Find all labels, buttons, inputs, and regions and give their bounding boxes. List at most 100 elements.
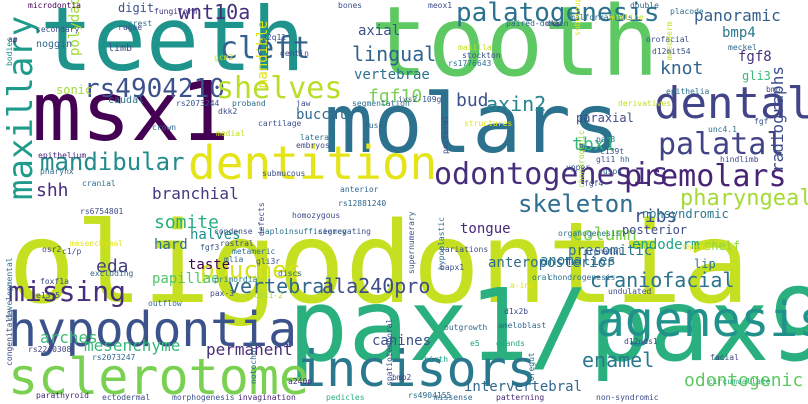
- word-pharynx: pharynx: [40, 167, 74, 176]
- word-osr2: osr2: [42, 245, 62, 254]
- word-dkk: dkk: [546, 19, 561, 28]
- word-column: column: [572, 224, 638, 245]
- word-cusps: cusps: [598, 167, 623, 176]
- word-knot: knot: [660, 58, 704, 79]
- word-orofacial: orofacial: [646, 35, 690, 44]
- word-lateral: lateral: [300, 133, 334, 142]
- word-c139t: c139t: [600, 147, 625, 156]
- word-ribs: ribs: [634, 206, 678, 227]
- word-gli1: gli1: [596, 155, 616, 164]
- word-rs12881240: rs12881240: [338, 199, 387, 208]
- word-palatal: palatal: [658, 127, 785, 162]
- word-dental: dental: [654, 78, 808, 129]
- word-bmp2: bmp2: [392, 373, 412, 382]
- word-enamel: enamel: [582, 348, 655, 372]
- word-pax1-pax9: pax1/pax9: [288, 267, 808, 384]
- word-congenitally: congenitally: [5, 308, 14, 366]
- word-submucous: submucous: [262, 169, 306, 178]
- word-halves: halves: [190, 227, 241, 243]
- word-paraxial: paraxial: [576, 111, 634, 125]
- word-agenesis: agenesis: [596, 292, 808, 348]
- word-shelf: shelf: [704, 239, 741, 253]
- word-crown: crown: [152, 123, 177, 132]
- word-upper: upper: [566, 163, 591, 172]
- word-d12mit54: d12mit54: [652, 47, 691, 56]
- word-sclerotome: sclerotome: [8, 348, 310, 404]
- word-tooth: tooth: [370, 0, 659, 98]
- word-arches: arches: [40, 328, 98, 347]
- word-fuse: fuse: [364, 121, 384, 130]
- word-gcm2: gcm2: [214, 53, 234, 62]
- word-cartilage: cartilage: [258, 119, 302, 128]
- word-circumvallate: circumvallate: [708, 377, 771, 386]
- word-bmp: bmp: [766, 85, 781, 94]
- word-oligodontia: oligodontia: [8, 199, 750, 329]
- word-missense: missense: [434, 393, 473, 402]
- word-vertebral: vertebral: [228, 274, 337, 298]
- word-ap: ap: [8, 35, 18, 44]
- word-mesoderm: mesoderm: [665, 21, 674, 60]
- word-anteroposterior: anteroposterior: [488, 255, 615, 271]
- word-outgrowth: outgrowth: [444, 323, 488, 332]
- word-supernumerary: supernumerary: [407, 211, 416, 274]
- word-discs: discs: [278, 269, 303, 278]
- word-axial: axial: [358, 23, 401, 39]
- word-microdontia: microdontia: [28, 1, 81, 10]
- word-malformations: malformations: [570, 13, 633, 22]
- word-msx1: msx1: [32, 65, 230, 160]
- word-rugae: rugae: [118, 23, 143, 32]
- word-condense: condense: [214, 227, 253, 236]
- word-placode: placode: [670, 7, 704, 16]
- word-bapx1: bapx1: [440, 263, 465, 272]
- word-noggin: noggin: [36, 39, 73, 50]
- word-chondrogenesis: chondrogenesis: [548, 273, 616, 282]
- word-posterior: posterior: [622, 223, 688, 237]
- word-rs2073244: rs2073244: [176, 99, 220, 108]
- word-stockton: stockton: [462, 51, 501, 60]
- word-maxilla: maxilla: [458, 43, 492, 52]
- word-embryos: embryos: [296, 141, 330, 150]
- word-skeleton: skeleton: [518, 190, 634, 218]
- word-digit: digit: [118, 1, 155, 15]
- word-double: double: [630, 1, 659, 10]
- word-premolars: premolars: [624, 159, 787, 194]
- word-hindlimb: hindlimb: [720, 155, 759, 164]
- word-tbx1: tbx1: [572, 134, 616, 155]
- word-lip: lip: [694, 257, 716, 271]
- word-pouches: pouches: [200, 256, 302, 284]
- word-shelves: shelves: [216, 71, 343, 106]
- word-bmp4: bmp4: [722, 25, 756, 41]
- word-pax3: pax3: [596, 135, 616, 144]
- word-epithelia: epithelia: [666, 87, 710, 96]
- word-anomalies: anomalies: [540, 253, 616, 269]
- word-bud: bud: [456, 90, 489, 111]
- word-mlia: mlia: [224, 255, 244, 264]
- word-pax-3: pax-3: [210, 289, 235, 298]
- word-subgroup: subgroup: [573, 0, 582, 36]
- word-epithelium: epithelium: [38, 151, 87, 160]
- word-rs6754801: rs6754801: [80, 207, 124, 216]
- word-molars: molars: [324, 77, 621, 172]
- word-foregut: foregut: [527, 352, 536, 386]
- word-shh: shh: [36, 180, 69, 201]
- word-fgf4: fgf4: [584, 179, 604, 188]
- word-sonic: sonic: [56, 83, 93, 97]
- word-invagination: invagination: [238, 393, 296, 402]
- word-panoramic: panoramic: [694, 6, 781, 25]
- word-hard: hard: [154, 237, 188, 253]
- word-dentin: dentin: [280, 49, 309, 58]
- word-intervertebral: intervertebral: [464, 379, 583, 395]
- word-odontogenesis: odontogenesis: [434, 157, 669, 192]
- word-branchial: branchial: [152, 184, 239, 203]
- word-anterior: anterior: [340, 185, 379, 194]
- word-proband: proband: [232, 99, 266, 108]
- word-hh: hh: [620, 155, 630, 164]
- word-homozygous: homozygous: [292, 211, 341, 220]
- word-presomitic: presomitic: [568, 243, 653, 259]
- word-d12nds1: d12nds1: [624, 337, 658, 346]
- word-foxf1a: foxf1a: [40, 277, 69, 286]
- word-derivatives: derivatives: [618, 99, 671, 108]
- word-papillae: papillae: [152, 271, 220, 287]
- word-d1x2b: d1x2b: [504, 307, 529, 316]
